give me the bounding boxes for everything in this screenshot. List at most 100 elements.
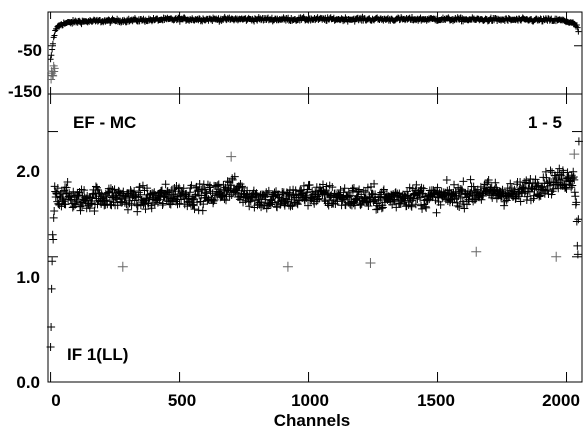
amplitude-point [349,184,358,193]
phase-point [575,28,582,35]
amplitude-point [345,192,354,201]
amplitude-point [205,183,214,192]
amplitude-point [125,199,134,208]
amplitude-point [318,180,327,189]
amplitude-point [132,200,141,209]
amplitude-point [482,180,491,189]
amplitude-point [555,170,564,179]
amplitude-point [328,183,337,192]
amplitude-point [158,200,167,209]
amplitude-point [574,215,583,224]
amplitude-point [199,200,208,209]
amplitude-point [72,195,81,204]
amplitude-point [362,198,371,207]
amplitude-point [528,184,537,193]
amplitude-point [455,203,464,212]
amplitude-point [46,343,55,352]
amplitude-point [185,188,194,197]
amplitude-point [568,181,577,190]
amplitude-point [535,192,544,201]
amplitude-point [269,192,278,201]
amplitude-point [390,197,399,206]
phase-point [51,32,58,39]
x-tick-label: 2000 [542,391,580,410]
amplitude-point [193,187,202,196]
amplitude-point [126,186,135,195]
amplitude-point [264,186,273,195]
amplitude-point [567,183,576,192]
amplitude-point [551,251,562,262]
amplitude-point [173,200,182,209]
amplitude-point [542,173,551,182]
amplitude-point [364,201,373,210]
amplitude-point [361,188,370,197]
amplitude-point [418,204,427,213]
amplitude-point [422,203,431,212]
amplitude-point [566,177,575,186]
amplitude-point [333,197,342,206]
amplitude-point [105,197,114,206]
amplitude-point [156,186,165,195]
amplitude-point [220,195,229,204]
amplitude-point [57,187,66,196]
x-axis-label: Channels [274,411,351,430]
amplitude-point [210,195,219,204]
amplitude-point [451,187,460,196]
amplitude-point [58,194,67,203]
y-tick-label: 1.0 [16,268,40,287]
phase-point [48,52,55,59]
phase-point [47,75,56,84]
amplitude-point [139,200,148,209]
y-tick-label: 2.0 [16,162,40,181]
amplitude-point [457,187,466,196]
amplitude-point [488,193,497,202]
amplitude-point [555,164,564,173]
phase-point [574,24,581,31]
amplitude-point [391,188,400,197]
amplitude-point [47,323,56,332]
amplitude-point [246,197,255,206]
amplitude-point [412,180,421,189]
amplitude-point [58,195,67,204]
amplitude-point [143,184,152,193]
amplitude-point [378,203,387,212]
amplitude-point [370,179,379,188]
amplitude-point [571,200,580,209]
bottom-panel-ticks [48,94,582,383]
top-y-tick-label: -150 [8,82,42,101]
phase-point [49,46,56,53]
amplitude-point [344,187,353,196]
amplitude-point [161,180,170,189]
amplitude-point [283,197,292,206]
amplitude-point [450,180,459,189]
amplitude-point [326,192,335,201]
amplitude-point [433,183,442,192]
amplitude-point [163,187,172,196]
amplitude-point [88,193,97,202]
bottom-panel: EF - MC 1 - 5 IF 1(LL) 0.0 1.0 2.0 0 500… [16,93,583,430]
amplitude-point [573,241,582,250]
amplitude-point [305,180,314,189]
amplitude-point [459,177,468,186]
amplitude-point [117,261,128,272]
amplitude-point [191,192,200,201]
amplitude-point [50,206,59,215]
amplitude-point [440,190,449,199]
amplitude-point [80,186,89,195]
phase-point [50,64,59,73]
amplitude-point [453,201,462,210]
amplitude-point [130,186,139,195]
amplitude-point [132,192,141,201]
amplitude-point [573,250,582,259]
amplitude-point [423,196,432,205]
amplitude-point [411,200,420,209]
amplitude-point [286,202,295,211]
amplitude-point [127,201,136,210]
amplitude-point [571,192,580,201]
amplitude-point [536,191,545,200]
amplitude-point [266,200,275,209]
amplitude-point [72,197,81,206]
amplitude-point [409,194,418,203]
amplitude-point [407,202,416,211]
